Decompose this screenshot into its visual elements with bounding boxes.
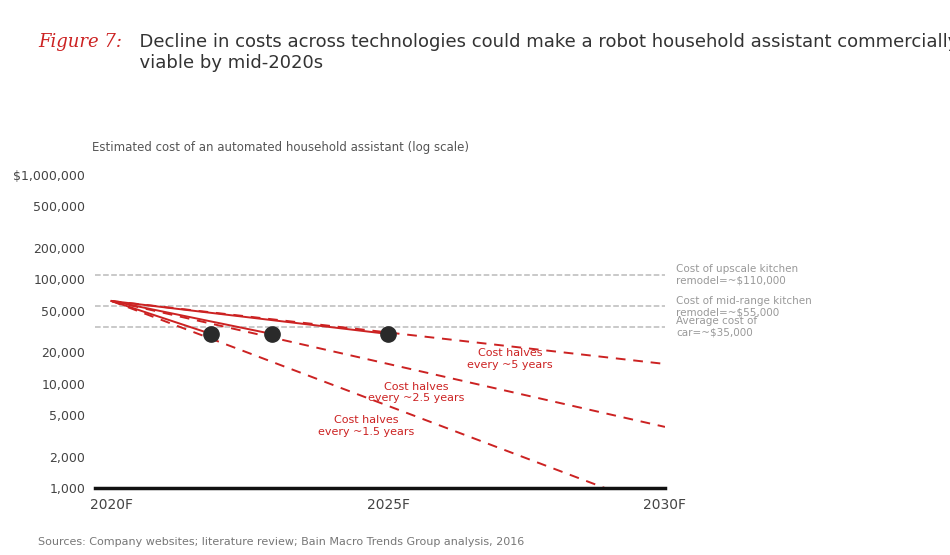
Text: Average cost of
car=~$35,000: Average cost of car=~$35,000 bbox=[676, 316, 757, 338]
Text: Sources: Company websites; literature review; Bain Macro Trends Group analysis, : Sources: Company websites; literature re… bbox=[38, 537, 524, 547]
Text: Cost halves
every ~1.5 years: Cost halves every ~1.5 years bbox=[318, 415, 414, 437]
Text: Figure 7:: Figure 7: bbox=[38, 33, 122, 51]
Text: Cost of mid-range kitchen
remodel=~$55,000: Cost of mid-range kitchen remodel=~$55,0… bbox=[676, 296, 812, 317]
Text: Estimated cost of an automated household assistant (log scale): Estimated cost of an automated household… bbox=[92, 140, 469, 154]
Text: Cost halves
every ~5 years: Cost halves every ~5 years bbox=[467, 348, 553, 370]
Text: Cost of upscale kitchen
remodel=~$110,000: Cost of upscale kitchen remodel=~$110,00… bbox=[676, 264, 799, 286]
Text: Cost halves
every ~2.5 years: Cost halves every ~2.5 years bbox=[368, 382, 465, 403]
Text: Decline in costs across technologies could make a robot household assistant comm: Decline in costs across technologies cou… bbox=[128, 33, 950, 72]
